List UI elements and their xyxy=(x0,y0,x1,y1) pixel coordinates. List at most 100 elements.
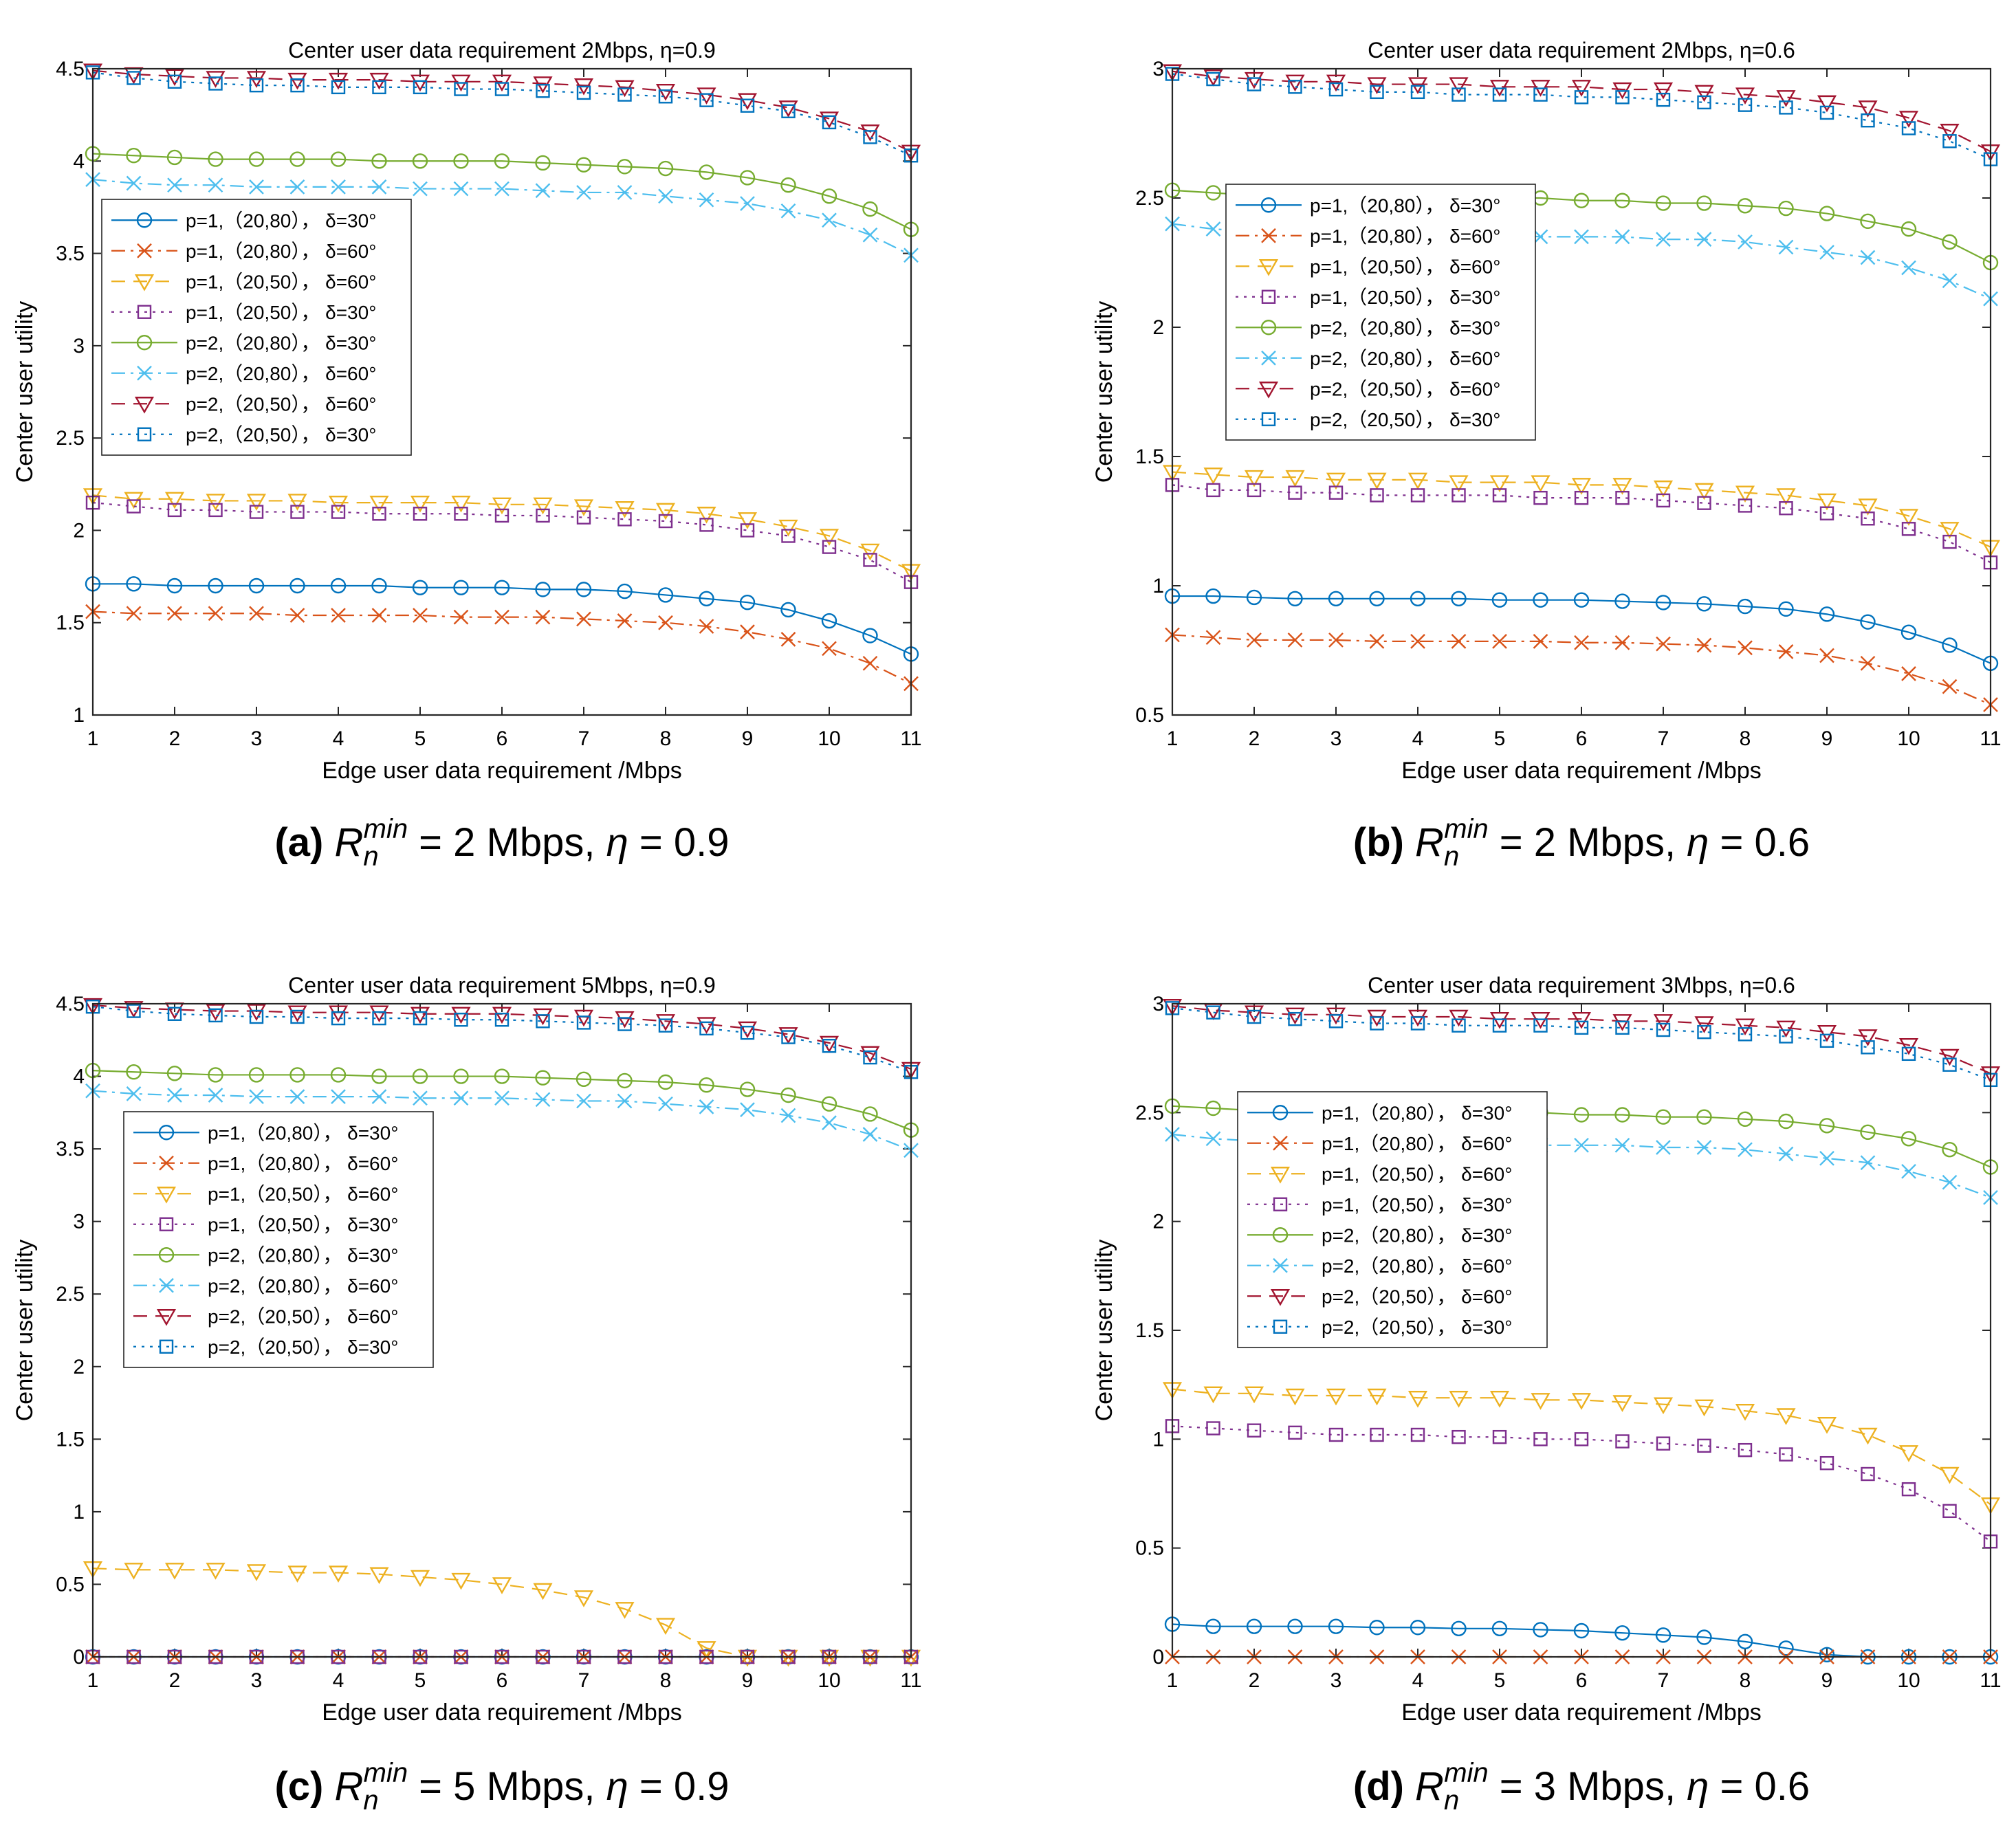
data-point xyxy=(1738,234,1753,250)
data-point xyxy=(819,1035,840,1053)
legend-marker xyxy=(156,1309,177,1326)
data-point xyxy=(1612,1395,1632,1412)
data-point xyxy=(330,151,347,167)
data-point xyxy=(533,1008,553,1026)
data-point xyxy=(1615,1434,1630,1449)
y-tick-label: 2 xyxy=(1152,316,1164,339)
data-point xyxy=(1615,90,1630,104)
data-point xyxy=(126,1086,142,1101)
data-point xyxy=(1574,1137,1589,1153)
data-point xyxy=(1244,470,1264,487)
legend-entry-label: p=2,（20,50）， δ=30° xyxy=(186,424,376,446)
data-point xyxy=(658,514,673,529)
legend-entry-label: p=1,（20,80）， δ=60° xyxy=(186,241,376,262)
legend-entry-label: p=1,（20,80）， δ=60° xyxy=(1310,226,1500,247)
data-point xyxy=(451,1006,471,1024)
legend-marker xyxy=(137,427,152,441)
legend-marker xyxy=(159,1339,174,1354)
data-point xyxy=(371,1089,387,1104)
legend-marker xyxy=(158,1247,175,1263)
data-point xyxy=(655,503,676,520)
legend-entry-label: p=2,（20,80）， δ=30° xyxy=(1310,317,1500,338)
data-point xyxy=(658,1096,673,1112)
legend-entry-label: p=2,（20,50）， δ=60° xyxy=(208,1306,398,1327)
data-point xyxy=(287,494,307,511)
data-point xyxy=(453,580,469,595)
data-point xyxy=(576,85,591,100)
data-point xyxy=(1656,1436,1671,1451)
data-point xyxy=(1819,1118,1835,1134)
data-point xyxy=(862,628,878,644)
data-point xyxy=(1696,1109,1712,1125)
chart-title: Center user data requirement 2Mbps, η=0.… xyxy=(1368,38,1795,63)
data-point xyxy=(208,1067,223,1083)
caption-letter: (d) xyxy=(1353,1764,1415,1809)
data-point xyxy=(699,1021,714,1036)
x-tick-label: 2 xyxy=(169,1669,181,1692)
chart-title: Center user data requirement 2Mbps, η=0.… xyxy=(288,38,716,63)
data-point xyxy=(1367,1388,1387,1406)
data-point xyxy=(126,175,142,191)
legend-entry-label: p=2,（20,80）， δ=60° xyxy=(1322,1255,1512,1277)
data-point xyxy=(1819,506,1834,520)
data-point xyxy=(1491,592,1508,608)
data-point xyxy=(249,78,264,93)
data-point xyxy=(697,1017,716,1034)
data-point xyxy=(287,1005,307,1023)
data-point xyxy=(164,492,185,509)
y-tick-label: 3 xyxy=(1152,58,1164,80)
y-tick-label: 1 xyxy=(73,1501,85,1524)
data-point xyxy=(1369,1620,1385,1636)
data-point xyxy=(127,71,141,85)
data-point xyxy=(1614,192,1630,208)
data-point xyxy=(127,1004,141,1018)
caption-superscript: min xyxy=(1444,814,1488,844)
data-point xyxy=(453,609,469,625)
data-point xyxy=(576,611,591,627)
data-point xyxy=(655,1618,676,1635)
data-point xyxy=(822,540,837,554)
legend-entry-label: p=1,（20,80）， δ=30° xyxy=(1322,1102,1512,1123)
series-teal xyxy=(1165,67,1998,166)
data-point xyxy=(126,1064,142,1080)
data-point xyxy=(1901,522,1916,536)
legend-entry-label: p=1,（20,50）， δ=30° xyxy=(1310,287,1500,308)
data-point xyxy=(863,130,877,144)
x-tick-label: 6 xyxy=(496,1669,508,1692)
series-darkred xyxy=(1162,64,2001,162)
x-axis-label: Edge user data requirement /Mbps xyxy=(1401,758,1762,784)
data-point xyxy=(1900,624,1917,640)
data-point xyxy=(1735,1018,1755,1036)
data-point xyxy=(535,582,551,597)
data-point xyxy=(290,78,305,93)
data-point xyxy=(1778,1146,1794,1162)
legend-entry-label: p=1,（20,80）， δ=30° xyxy=(208,1122,398,1143)
axes-frame xyxy=(1171,67,1992,716)
caption-eta: η xyxy=(606,1764,628,1809)
data-point xyxy=(206,71,226,88)
series-blue xyxy=(1164,588,1999,671)
data-point xyxy=(1776,488,1796,505)
data-point xyxy=(1571,1011,1592,1029)
data-point xyxy=(494,181,510,197)
x-tick-label: 10 xyxy=(818,1669,840,1692)
data-point xyxy=(1370,1427,1384,1442)
data-point xyxy=(454,507,468,521)
y-tick-label: 2 xyxy=(1152,1211,1164,1233)
x-tick-label: 4 xyxy=(1412,727,1424,750)
x-tick-label: 2 xyxy=(169,727,181,750)
data-point xyxy=(453,1068,469,1084)
data-point xyxy=(822,1039,837,1053)
data-point xyxy=(1370,488,1384,503)
series-line xyxy=(92,494,912,572)
data-point xyxy=(328,1565,349,1583)
data-point xyxy=(167,503,182,518)
data-point xyxy=(1285,74,1305,92)
data-point xyxy=(413,181,428,197)
data-point xyxy=(1819,1150,1834,1166)
data-point xyxy=(658,188,673,204)
y-tick-label: 1 xyxy=(1152,1428,1164,1451)
data-point xyxy=(1451,488,1466,503)
data-point xyxy=(1656,1140,1671,1155)
subfigure-caption: (b) Rnmin = 2 Mbps, η = 0.6 xyxy=(1353,814,1810,872)
